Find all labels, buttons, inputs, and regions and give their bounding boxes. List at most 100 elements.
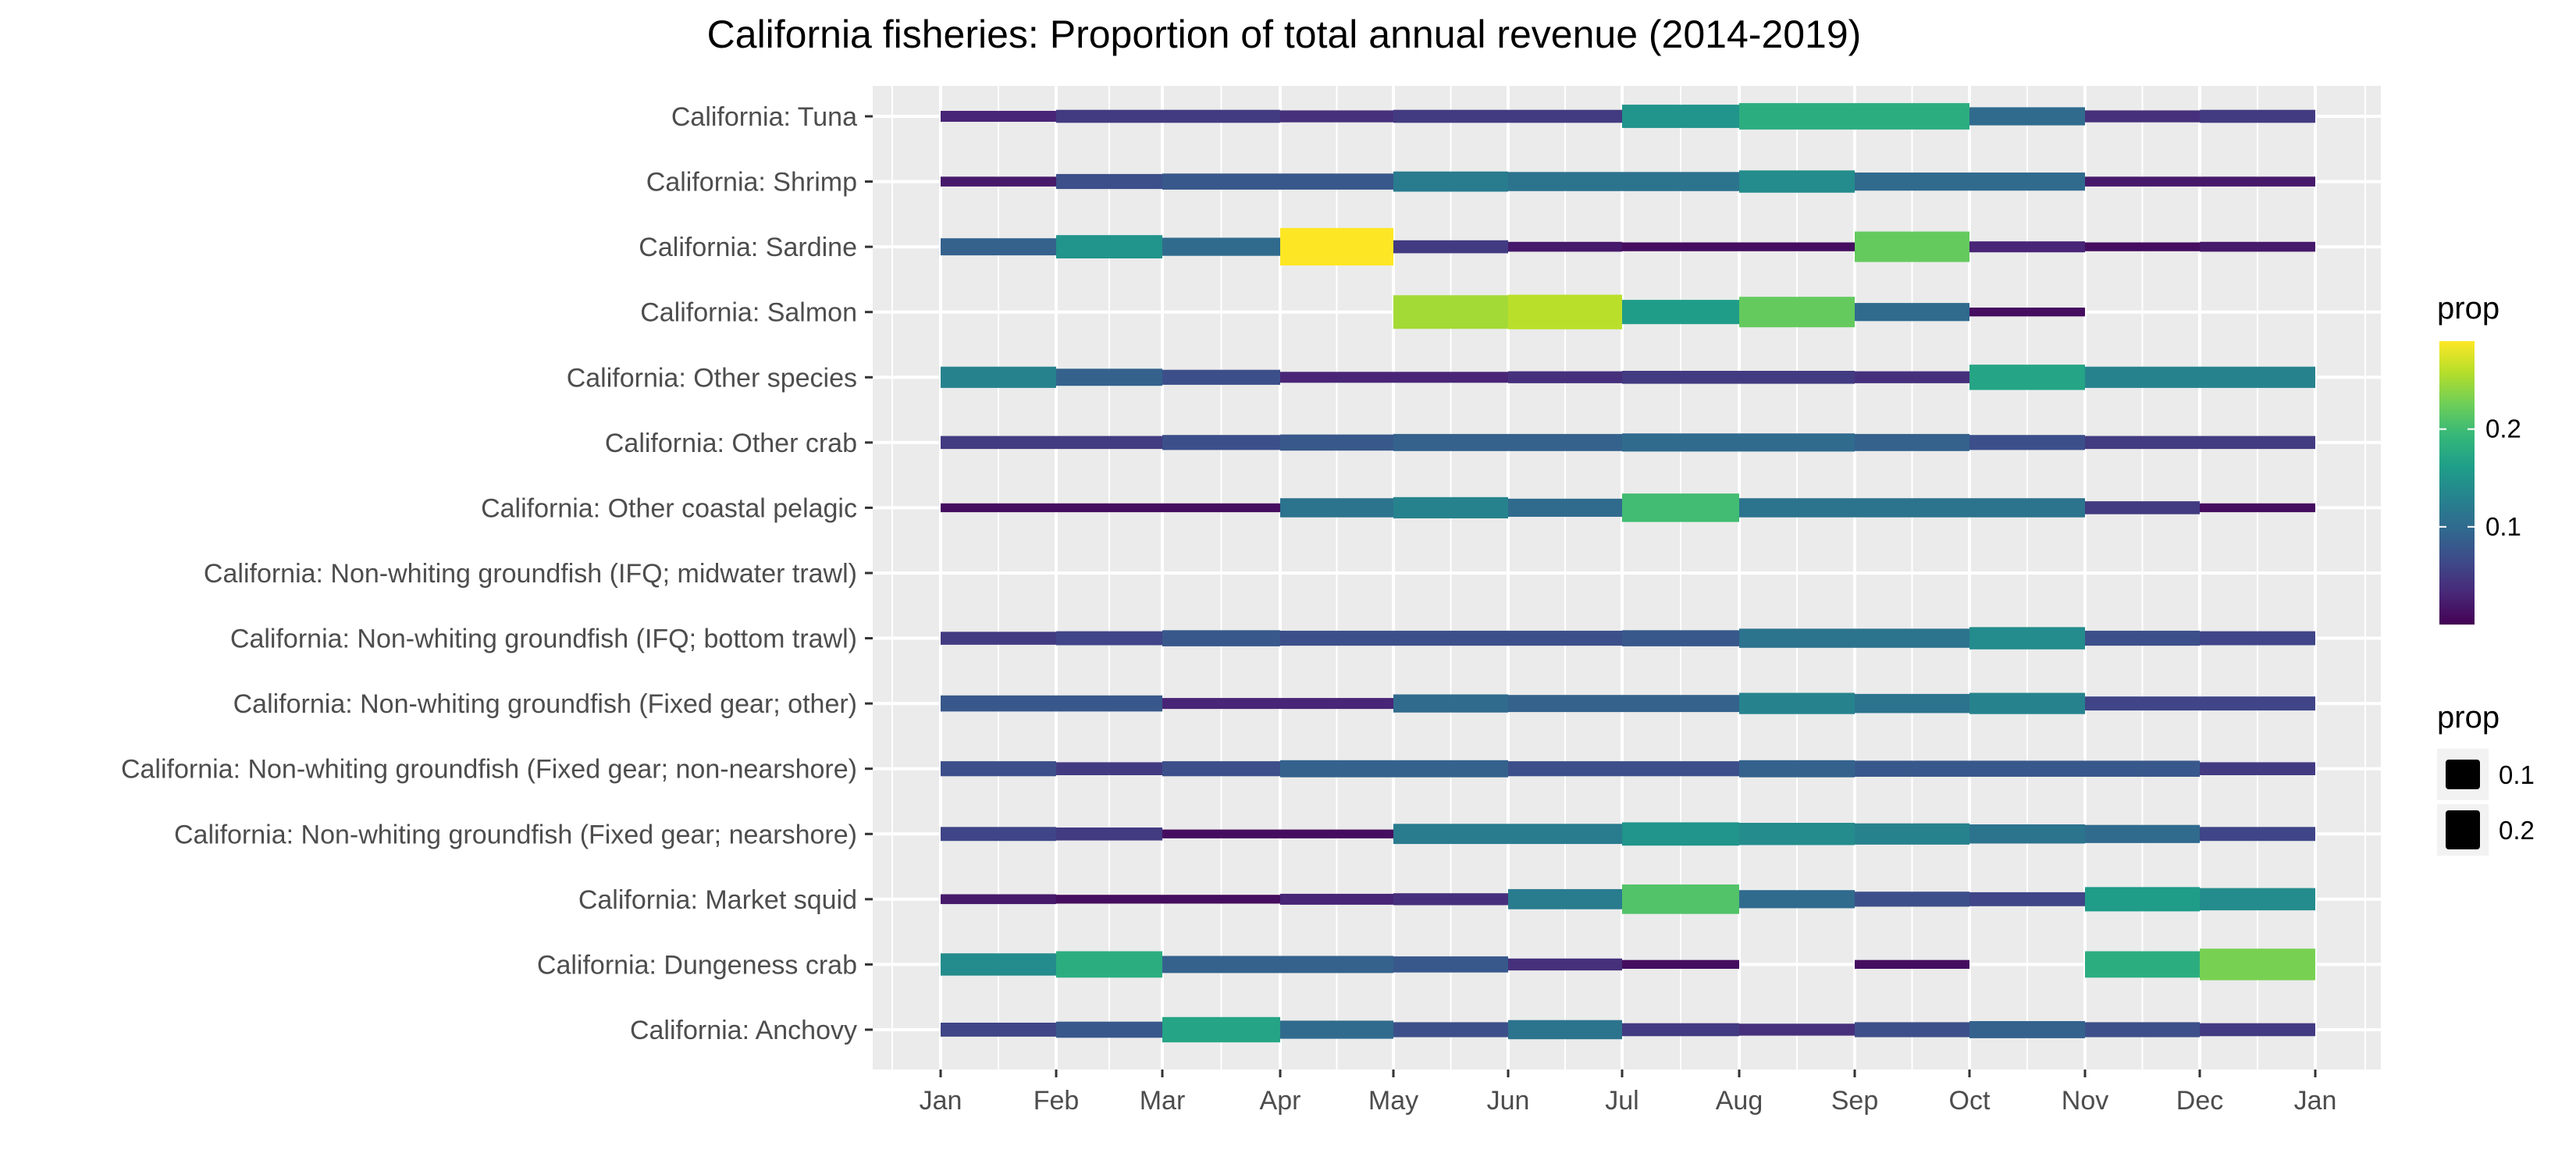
colorbar-label: 0.1 xyxy=(2485,512,2521,541)
bar-segment xyxy=(1855,823,1969,845)
x-tick-label: Feb xyxy=(1034,1086,1080,1116)
bar-segment xyxy=(1280,372,1393,383)
bar-segment xyxy=(1622,884,1739,914)
y-tick-label: California: Sardine xyxy=(639,233,857,262)
bar-segment xyxy=(1280,110,1393,123)
bar-segment xyxy=(1508,498,1622,517)
bar-segment xyxy=(1162,503,1280,513)
bar-segment xyxy=(1508,888,1622,909)
bar-segment xyxy=(941,761,1056,777)
bar-segment xyxy=(1969,107,2085,126)
bar-segment xyxy=(941,111,1056,122)
plot-panel xyxy=(873,86,2381,1070)
bar-segment xyxy=(2200,631,2315,646)
bar-segment xyxy=(1393,295,1508,329)
bar-segment xyxy=(1855,433,1969,451)
bar-segment xyxy=(1162,761,1280,777)
bar-segment xyxy=(1969,435,2085,450)
bar-segment xyxy=(1739,170,1855,193)
size-legend-label: 0.2 xyxy=(2499,816,2535,845)
bar-segment xyxy=(2200,366,2315,388)
y-tick-label: California: Non-whiting groundfish (IFQ;… xyxy=(230,625,857,654)
bar-segment xyxy=(1393,824,1508,845)
bar-segment xyxy=(1969,627,2085,650)
bar-segment xyxy=(1393,630,1508,646)
bar-segment xyxy=(1393,1022,1508,1038)
bar-segment xyxy=(941,827,1056,842)
bar-segment xyxy=(2085,436,2200,450)
bar-segment xyxy=(1393,433,1508,451)
bar-segment xyxy=(1508,761,1622,777)
bar-segment xyxy=(941,953,1056,976)
bar-segment xyxy=(941,238,1056,256)
bar-segment xyxy=(1622,105,1739,128)
bar-segment xyxy=(1739,371,1855,384)
bar-segment xyxy=(1393,497,1508,518)
bar-segment xyxy=(1056,695,1162,712)
x-tick-label: Jan xyxy=(920,1086,962,1116)
y-tick-label: California: Salmon xyxy=(640,298,857,328)
bar-segment xyxy=(1393,372,1508,383)
bar-segment xyxy=(2085,110,2200,123)
x-tick-label: Oct xyxy=(1949,1086,1991,1116)
bar-segment xyxy=(1056,436,1162,450)
bar-segment xyxy=(1508,1020,1622,1040)
bar-segment xyxy=(2200,176,2315,187)
bar-segment xyxy=(1508,958,1622,971)
bar-segment xyxy=(1622,172,1739,191)
y-tick-label: California: Non-whiting groundfish (Fixe… xyxy=(233,689,857,719)
bar-segment xyxy=(1739,1023,1855,1036)
bar-segment xyxy=(1855,760,1969,777)
bar-segment xyxy=(1162,173,1280,190)
bar-segment xyxy=(1508,433,1622,451)
bar-segment xyxy=(1969,892,2085,906)
bar-segment xyxy=(2085,696,2200,711)
y-tick-label: California: Non-whiting groundfish (IFQ;… xyxy=(204,559,857,589)
bar-segment xyxy=(1280,1020,1393,1039)
x-tick-label: Sep xyxy=(1831,1086,1879,1116)
y-axis: California: Tuna California: Shrimp Califo… xyxy=(121,102,873,1045)
bar-segment xyxy=(1162,630,1280,646)
bar-segment xyxy=(1622,959,1739,969)
bar-segment xyxy=(941,632,1056,645)
bar-segment xyxy=(2200,762,2315,775)
data-bars xyxy=(941,103,2315,1043)
bar-segment xyxy=(1855,628,1969,648)
bar-segment xyxy=(1855,959,1969,969)
bar-segment xyxy=(1855,173,1969,191)
bar-segment xyxy=(2200,949,2315,981)
bar-segment xyxy=(1739,433,1855,452)
y-tick-label: California: Other species xyxy=(567,363,857,393)
bar-segment xyxy=(1855,103,1969,130)
bar-segment xyxy=(1280,829,1393,838)
bar-segment xyxy=(1393,893,1508,906)
colorbar-label: 0.2 xyxy=(2485,415,2521,443)
x-tick-label: Dec xyxy=(2176,1086,2223,1116)
bar-segment xyxy=(1739,890,1855,909)
bar-segment xyxy=(1393,171,1508,192)
bar-segment xyxy=(2085,501,2200,514)
bar-segment xyxy=(1056,235,1162,258)
bar-segment xyxy=(1739,760,1855,778)
color-legend-title: prop xyxy=(2437,291,2500,326)
y-tick-label: California: Anchovy xyxy=(630,1016,857,1045)
bar-segment xyxy=(1162,435,1280,450)
bar-segment xyxy=(1739,242,1855,251)
bar-segment xyxy=(1280,630,1393,646)
bar-segment xyxy=(1280,498,1393,518)
bar-segment xyxy=(1508,371,1622,383)
bar-segment xyxy=(1393,760,1508,778)
x-tick-label: Mar xyxy=(1140,1086,1186,1116)
size-legend-swatch xyxy=(2446,760,2480,789)
bar-segment xyxy=(941,503,1056,513)
bar-segment xyxy=(941,695,1056,712)
bar-segment xyxy=(2085,951,2200,978)
colorbar xyxy=(2439,341,2475,625)
bar-segment xyxy=(1855,231,1969,262)
bar-segment xyxy=(1855,1022,1969,1038)
bar-segment xyxy=(1508,172,1622,191)
y-tick-label: California: Other crab xyxy=(605,429,857,458)
bar-segment xyxy=(1622,371,1739,384)
bar-segment xyxy=(2200,241,2315,252)
bar-segment xyxy=(1056,828,1162,841)
